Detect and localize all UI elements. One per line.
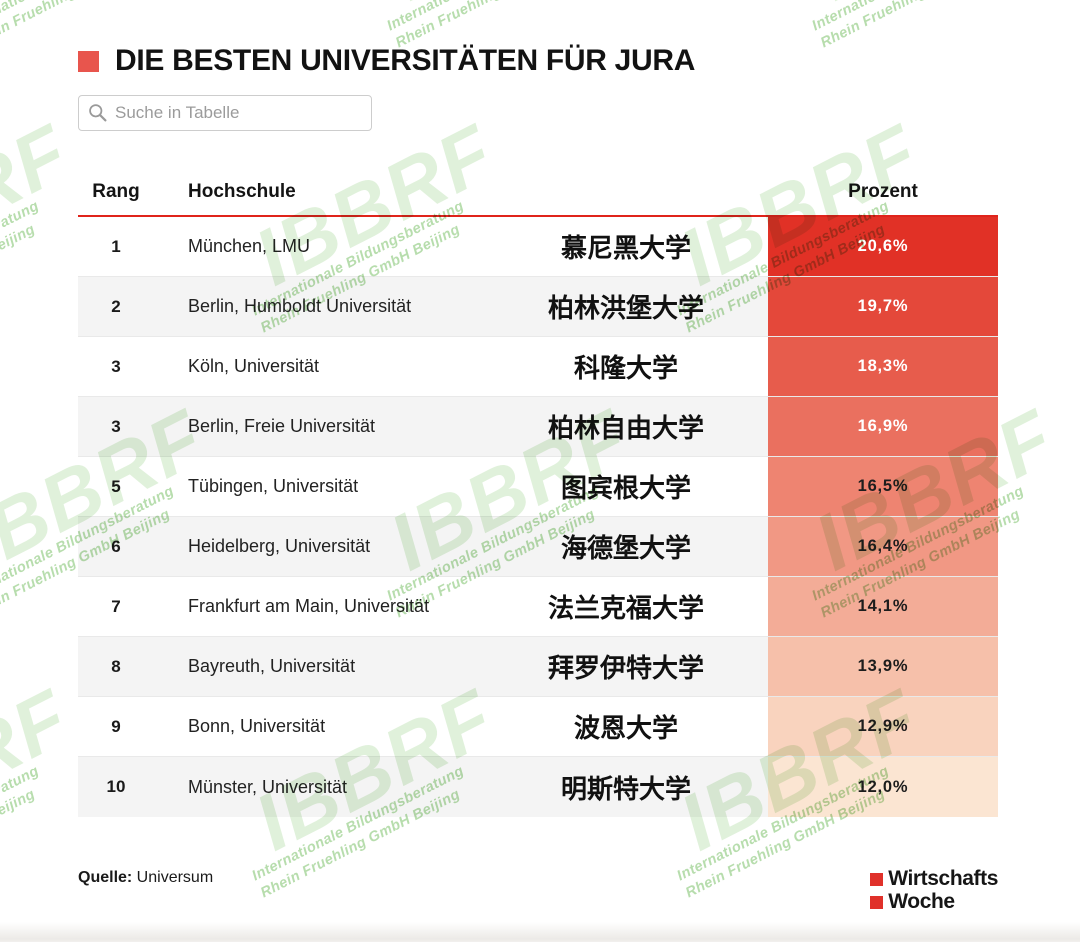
percent-cell: 18,3% [768, 337, 998, 396]
table-search [78, 95, 372, 131]
school-name-cell: Berlin, Humboldt Universität [188, 296, 412, 316]
table-row: 3 Köln, Universität 科隆大学 18,3% [78, 337, 998, 397]
wirtschaftswoche-logo: Wirtschafts Woche [870, 867, 998, 913]
school-name-chinese-cell: 图宾根大学 [560, 474, 691, 504]
rank-cell: 2 [111, 296, 121, 316]
rank-cell: 3 [111, 416, 121, 436]
percent-cell: 13,9% [768, 637, 998, 696]
school-name-chinese-cell: 海德堡大学 [560, 534, 691, 564]
rank-cell: 6 [111, 536, 121, 556]
school-name-cell: Köln, Universität [188, 356, 320, 376]
bottom-shade [0, 922, 1080, 942]
school-name-chinese-cell: 柏林自由大学 [547, 414, 704, 444]
rank-cell: 5 [111, 476, 121, 496]
school-name-cell: Berlin, Freie Universität [188, 416, 376, 436]
logo-line-2: Woche [870, 890, 998, 913]
source-note: Quelle: Universum [78, 869, 213, 887]
logo-text-1: Wirtschafts [888, 867, 998, 890]
school-name-cell: Bayreuth, Universität [188, 656, 356, 676]
table-row: 10 Münster, Universität 明斯特大学 12,0% [78, 757, 998, 817]
rank-cell: 9 [111, 716, 121, 736]
page-title: DIE BESTEN UNIVERSITÄTEN FÜR JURA [115, 44, 696, 77]
table-row: 5 Tübingen, Universität 图宾根大学 16,5% [78, 457, 998, 517]
school-name-chinese-cell: 拜罗伊特大学 [547, 654, 704, 684]
school-name-chinese-cell: 慕尼黑大学 [560, 234, 691, 264]
ranking-table: Rang Hochschule Prozent 1 München, LMU 慕… [78, 177, 998, 817]
school-name-chinese-cell: 科隆大学 [573, 354, 678, 384]
search-icon [89, 104, 107, 122]
percent-cell: 14,1% [768, 577, 998, 636]
school-name-chinese-cell: 法兰克福大学 [547, 594, 704, 624]
school-name-chinese-cell: 柏林洪堡大学 [547, 294, 704, 324]
table-row: 8 Bayreuth, Universität 拜罗伊特大学 13,9% [78, 637, 998, 697]
rank-cell: 3 [111, 356, 121, 376]
school-name-chinese-cell: 明斯特大学 [560, 774, 691, 805]
table-row: 7 Frankfurt am Main, Universität 法兰克福大学 … [78, 577, 998, 637]
percent-cell: 12,0% [768, 757, 998, 817]
footer: Quelle: Universum Wirtschafts Woche [78, 867, 998, 913]
rank-cell: 8 [111, 656, 121, 676]
school-name-cell: Tübingen, Universität [188, 476, 359, 496]
table-row: 6 Heidelberg, Universität 海德堡大学 16,4% [78, 517, 998, 577]
source-label: Quelle: [78, 869, 133, 886]
school-name-cell: Heidelberg, Universität [188, 536, 371, 556]
logo-text-2: Woche [888, 890, 955, 913]
percent-cell: 16,5% [768, 457, 998, 516]
table-row: 3 Berlin, Freie Universität 柏林自由大学 16,9% [78, 397, 998, 457]
table-header-row: Rang Hochschule Prozent [78, 177, 998, 217]
column-header-school[interactable]: Hochschule [188, 181, 296, 202]
rank-cell: 7 [111, 596, 121, 616]
school-name-cell: Münster, Universität [188, 776, 348, 797]
column-header-percent[interactable]: Prozent [848, 181, 918, 202]
title-bullet-square [78, 50, 99, 72]
search-input[interactable] [78, 95, 372, 131]
percent-cell: 16,9% [768, 397, 998, 456]
school-name-cell: Bonn, Universität [188, 716, 326, 736]
table-body: 1 München, LMU 慕尼黑大学 20,6% 2 Berlin, Hum… [78, 217, 998, 817]
source-value: Universum [132, 869, 214, 886]
percent-cell: 19,7% [768, 277, 998, 336]
percent-cell: 12,9% [768, 697, 998, 756]
school-name-chinese-cell: 波恩大学 [573, 714, 678, 744]
title-row: DIE BESTEN UNIVERSITÄTEN FÜR JURA [78, 44, 1000, 78]
percent-cell: 16,4% [768, 517, 998, 576]
table-row: 2 Berlin, Humboldt Universität 柏林洪堡大学 19… [78, 277, 998, 337]
table-row: 1 München, LMU 慕尼黑大学 20,6% [78, 217, 998, 277]
school-name-cell: München, LMU [188, 236, 311, 256]
table-row: 9 Bonn, Universität 波恩大学 12,9% [78, 697, 998, 757]
school-name-cell: Frankfurt am Main, Universität [188, 596, 430, 616]
percent-cell: 20,6% [768, 217, 998, 276]
logo-red-square-icon [870, 872, 884, 886]
rank-cell: 1 [111, 236, 121, 256]
logo-red-square-icon [870, 895, 884, 909]
logo-line-1: Wirtschafts [870, 867, 998, 890]
rank-cell: 10 [106, 777, 126, 796]
column-header-rank[interactable]: Rang [92, 181, 140, 202]
